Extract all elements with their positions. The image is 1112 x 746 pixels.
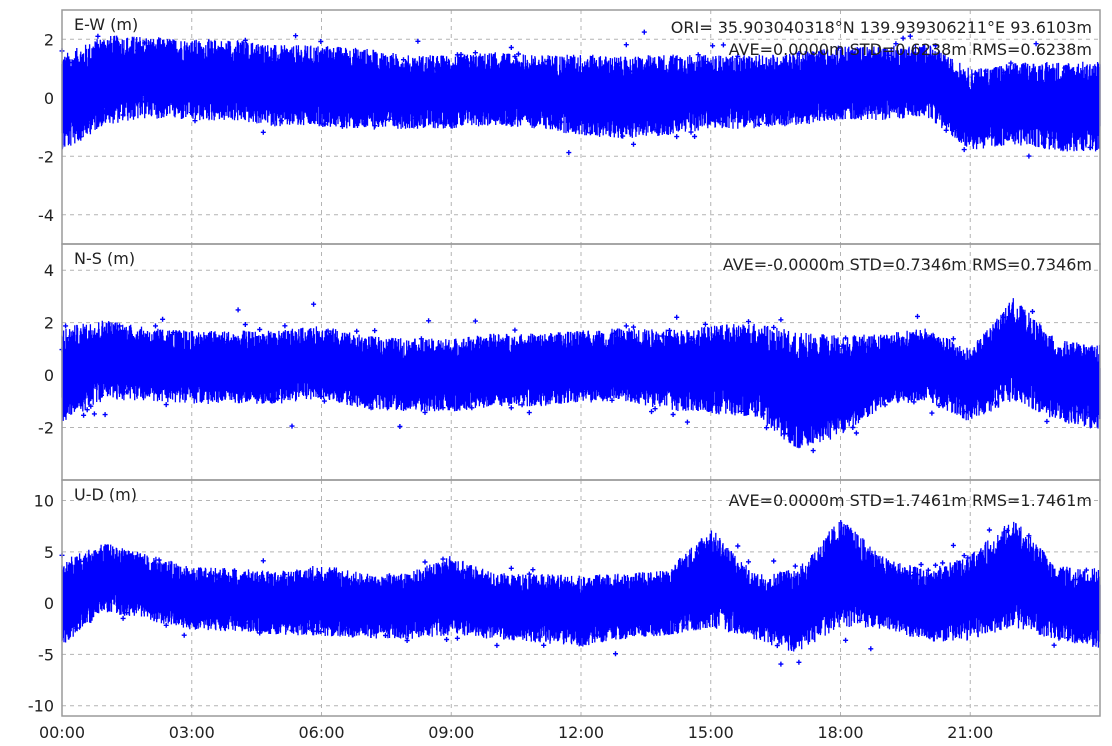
panel-title: U-D (m)	[74, 485, 137, 504]
y-tick-label: 2	[44, 314, 54, 333]
panel-title: E-W (m)	[74, 15, 138, 34]
panel-stats: AVE=-0.0000m STD=0.7346m RMS=0.7346m	[723, 255, 1092, 274]
y-tick-label: 0	[44, 89, 54, 108]
panel-stats: AVE=0.0000m STD=1.7461m RMS=1.7461m	[729, 491, 1092, 510]
x-tick-label: 09:00	[428, 723, 474, 742]
x-tick-label: 12:00	[558, 723, 604, 742]
y-tick-label: -5	[38, 645, 54, 664]
panel-title: N-S (m)	[74, 249, 135, 268]
panel-0: 2 0 -2 -4 E-W (m) AVE=0.0000m STD=0.6238m RMS…	[38, 9, 1101, 245]
x-tick-label: 06:00	[298, 723, 344, 742]
y-tick-label: 0	[44, 594, 54, 613]
x-tick-label: 00:00	[39, 723, 85, 742]
y-tick-label: 4	[44, 261, 54, 280]
panel-2: 10 5 0 -5 -10 U-D (m) AVE=0.0000m STD=1.7461m …	[28, 479, 1101, 717]
origin-label: ORI= 35.903040318°N 139.939306211°E 93.6…	[671, 18, 1092, 37]
data-band-series	[61, 298, 1101, 449]
panel-stats: AVE=0.0000m STD=0.6238m RMS=0.6238m	[729, 40, 1092, 59]
y-tick-label: 2	[44, 30, 54, 49]
y-tick-label: -2	[38, 147, 54, 166]
y-tick-label: 10	[34, 492, 54, 511]
y-tick-label: -10	[28, 697, 54, 716]
y-tick-label: 5	[44, 543, 54, 562]
x-tick-label: 18:00	[817, 723, 863, 742]
y-tick-label: -4	[38, 206, 54, 225]
x-tick-label: 21:00	[947, 723, 993, 742]
panel-1: 4 2 0 -2 N-S (m) AVE=-0.0000m STD=0.7346m RMS…	[38, 243, 1101, 481]
x-tick-label: 03:00	[169, 723, 215, 742]
y-tick-label: 0	[44, 366, 54, 385]
y-tick-label: -2	[38, 419, 54, 438]
panel-frame	[61, 479, 1101, 717]
x-tick-label: 15:00	[688, 723, 734, 742]
